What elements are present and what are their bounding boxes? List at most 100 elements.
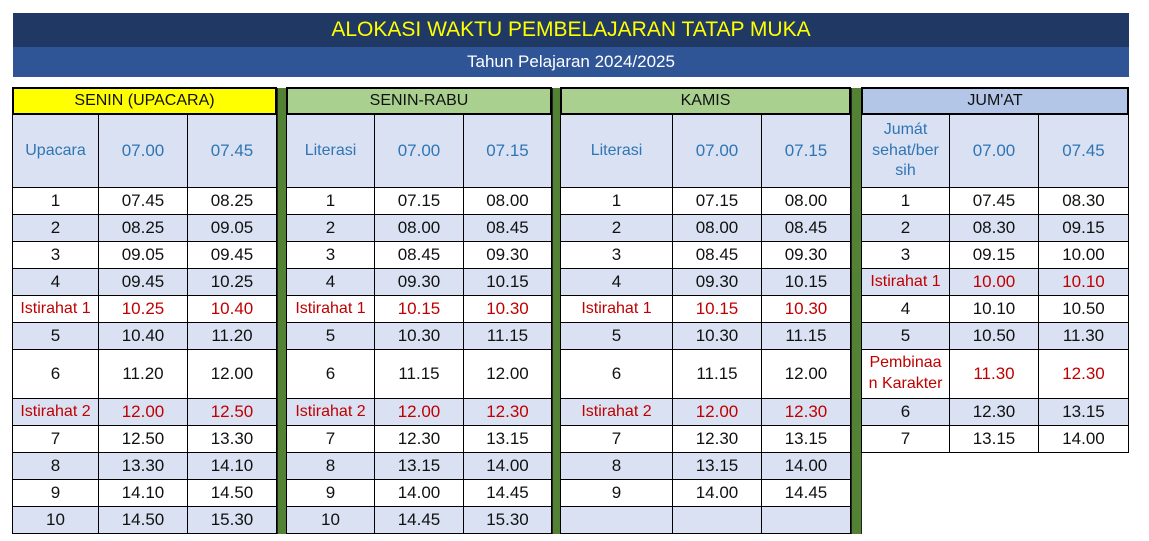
start-time: 09.15 xyxy=(949,241,1039,269)
start-time: 13.15 xyxy=(672,452,762,480)
end-time: 12.00 xyxy=(761,349,851,399)
start-time: 07.15 xyxy=(374,187,464,215)
start-time xyxy=(672,506,762,534)
start-time: 10.50 xyxy=(949,322,1039,350)
start-time: 08.25 xyxy=(98,214,188,242)
end-time: 10.00 xyxy=(1038,241,1129,269)
period-number: 2 xyxy=(560,214,673,242)
start-time: 12.30 xyxy=(949,398,1039,426)
period-number: 10 xyxy=(286,506,375,534)
end-time: 11.15 xyxy=(463,322,552,350)
period-number: 5 xyxy=(12,322,99,350)
end-time: 10.40 xyxy=(187,295,277,323)
start-time: 09.30 xyxy=(672,268,762,296)
period-number: 6 xyxy=(286,349,375,399)
period-number: 6 xyxy=(861,398,950,426)
start-time: 08.30 xyxy=(949,214,1039,242)
end-time: 14.45 xyxy=(463,479,552,507)
end-time: 14.00 xyxy=(1038,425,1129,453)
end-time: 08.00 xyxy=(463,187,552,215)
period-number: 4 xyxy=(861,295,950,323)
period-number: 2 xyxy=(861,214,950,242)
end-time: 08.25 xyxy=(187,187,277,215)
start-time: 11.30 xyxy=(949,349,1039,399)
end-time: 14.10 xyxy=(187,452,277,480)
end-time: 13.30 xyxy=(187,425,277,453)
period-number: 6 xyxy=(560,349,673,399)
period-number: 4 xyxy=(286,268,375,296)
period-number: 3 xyxy=(560,241,673,269)
time-header: 07.15 xyxy=(761,114,851,188)
period-number: 3 xyxy=(12,241,99,269)
end-time: 09.30 xyxy=(463,241,552,269)
start-time: 12.50 xyxy=(98,425,188,453)
day-header: JUM'AT xyxy=(861,87,1129,115)
period-number: 1 xyxy=(12,187,99,215)
period-number: 9 xyxy=(560,479,673,507)
page-title: ALOKASI WAKTU PEMBELAJARAN TATAP MUKA xyxy=(13,13,1129,47)
end-time: 10.10 xyxy=(1038,268,1129,296)
end-time: 11.15 xyxy=(761,322,851,350)
period-number: 7 xyxy=(286,425,375,453)
day-header: SENIN-RABU xyxy=(286,87,552,115)
end-time: 11.20 xyxy=(187,322,277,350)
end-time: 13.15 xyxy=(1038,398,1129,426)
end-time: 08.30 xyxy=(1038,187,1129,215)
day-header: SENIN (UPACARA) xyxy=(12,87,277,115)
period-number: 7 xyxy=(861,425,950,453)
period-number: 8 xyxy=(560,452,673,480)
start-time: 09.05 xyxy=(98,241,188,269)
period-number: 1 xyxy=(286,187,375,215)
end-time: 12.00 xyxy=(187,349,277,399)
start-time: 14.10 xyxy=(98,479,188,507)
time-header: 07.00 xyxy=(672,114,762,188)
period-number: 4 xyxy=(560,268,673,296)
start-time: 07.45 xyxy=(98,187,188,215)
end-time: 10.15 xyxy=(761,268,851,296)
end-time: 10.15 xyxy=(463,268,552,296)
time-header: 07.45 xyxy=(1038,114,1129,188)
end-time: 15.30 xyxy=(463,506,552,534)
activity-header: Upacara xyxy=(12,114,99,188)
start-time: 11.20 xyxy=(98,349,188,399)
start-time: 08.00 xyxy=(672,214,762,242)
time-header: 07.00 xyxy=(949,114,1039,188)
period-number: 8 xyxy=(12,452,99,480)
start-time: 10.10 xyxy=(949,295,1039,323)
start-time: 07.15 xyxy=(672,187,762,215)
period-number: 1 xyxy=(560,187,673,215)
end-time: 15.30 xyxy=(187,506,277,534)
start-time: 08.00 xyxy=(374,214,464,242)
start-time: 08.45 xyxy=(672,241,762,269)
time-header: 07.00 xyxy=(98,114,188,188)
start-time: 09.45 xyxy=(98,268,188,296)
period-number: 8 xyxy=(286,452,375,480)
end-time: 12.50 xyxy=(187,398,277,426)
end-time: 14.00 xyxy=(463,452,552,480)
period-number: 6 xyxy=(12,349,99,399)
start-time: 12.00 xyxy=(672,398,762,426)
break-label: Istirahat 1 xyxy=(286,295,375,323)
start-time: 14.50 xyxy=(98,506,188,534)
start-time: 10.25 xyxy=(98,295,188,323)
time-header: 07.45 xyxy=(187,114,277,188)
start-time: 14.45 xyxy=(374,506,464,534)
end-time: 14.50 xyxy=(187,479,277,507)
end-time: 08.45 xyxy=(463,214,552,242)
end-time: 14.45 xyxy=(761,479,851,507)
break-label: Istirahat 2 xyxy=(560,398,673,426)
period-number: 10 xyxy=(12,506,99,534)
start-time: 14.00 xyxy=(374,479,464,507)
start-time: 10.00 xyxy=(949,268,1039,296)
end-time: 08.00 xyxy=(761,187,851,215)
end-time: 10.30 xyxy=(463,295,552,323)
period-number: 7 xyxy=(560,425,673,453)
period-number: 5 xyxy=(861,322,950,350)
end-time: 13.15 xyxy=(761,425,851,453)
activity-header: Literasi xyxy=(560,114,673,188)
period-number: 5 xyxy=(560,322,673,350)
start-time: 10.30 xyxy=(374,322,464,350)
period-number: 9 xyxy=(12,479,99,507)
end-time: 10.50 xyxy=(1038,295,1129,323)
time-header: 07.00 xyxy=(374,114,464,188)
